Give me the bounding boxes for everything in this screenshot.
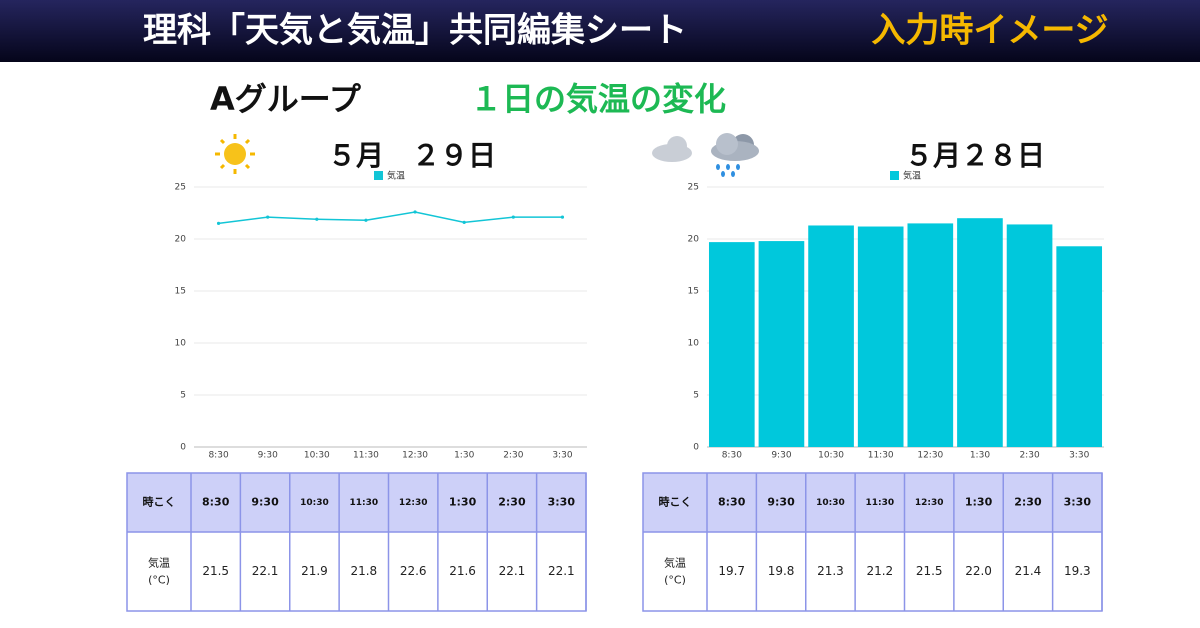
bar <box>808 225 854 447</box>
y-tick-label: 5 <box>693 391 699 401</box>
table-temp: 21.6 <box>449 564 476 578</box>
x-tick-label: 12:30 <box>402 451 428 461</box>
y-tick-label: 15 <box>175 287 186 297</box>
bar <box>957 218 1003 447</box>
bar <box>758 241 805 447</box>
y-tick-label: 25 <box>175 183 186 193</box>
point <box>315 217 319 221</box>
table-temp: 21.5 <box>916 564 943 578</box>
y-tick-label: 20 <box>175 235 187 245</box>
x-tick-label: 11:30 <box>868 451 894 461</box>
table-time: 12:30 <box>915 498 944 508</box>
point <box>216 221 221 225</box>
table-time: 8:30 <box>202 496 230 509</box>
table-header-label: 時こく <box>659 495 692 509</box>
table-temp: 22.6 <box>400 564 427 578</box>
header-badge: 入力時イメージ <box>871 11 1108 51</box>
point <box>364 218 368 222</box>
table-time: 10:30 <box>816 498 845 508</box>
table-temp: 22.1 <box>548 564 575 578</box>
x-tick-label: 3:30 <box>552 451 572 461</box>
point <box>266 215 270 219</box>
y-tick-label: 0 <box>693 443 699 453</box>
table-row-label: 気温 <box>148 556 170 570</box>
table-time: 8:30 <box>718 496 746 509</box>
table-temp: 21.4 <box>1015 564 1042 578</box>
x-tick-label: 9:30 <box>258 451 278 461</box>
x-tick-label: 8:30 <box>722 451 742 461</box>
x-tick-label: 8:30 <box>208 451 228 461</box>
table-temp: 19.3 <box>1064 564 1091 578</box>
point <box>413 210 417 214</box>
table-time: 1:30 <box>965 496 993 509</box>
table-temp: 22.1 <box>252 564 279 578</box>
table-temp: 21.3 <box>817 564 844 578</box>
table-time: 12:30 <box>399 498 428 508</box>
legend-label: 気温 <box>903 170 921 182</box>
bar <box>708 242 755 447</box>
x-tick-label: 1:30 <box>454 451 474 461</box>
x-tick-label: 9:30 <box>771 451 791 461</box>
point <box>511 215 515 219</box>
cloud-icon <box>652 133 759 177</box>
header-title: 理科「天気と気温」共同編集シート <box>143 11 687 51</box>
x-tick-label: 10:30 <box>304 451 330 461</box>
heading: １日の気温の変化 <box>470 80 726 118</box>
x-tick-label: 12:30 <box>917 451 943 461</box>
chart-title: ５月 ２９日 <box>328 139 496 172</box>
table-temp: 21.9 <box>301 564 328 578</box>
table-time: 11:30 <box>349 498 378 508</box>
y-tick-label: 25 <box>688 183 699 193</box>
bar <box>907 223 954 447</box>
table-temp: 21.5 <box>202 564 229 578</box>
x-tick-label: 2:30 <box>503 451 523 461</box>
table-temp: 22.0 <box>965 564 992 578</box>
x-tick-label: 10:30 <box>818 451 844 461</box>
x-tick-label: 11:30 <box>353 451 379 461</box>
legend-swatch <box>374 171 383 180</box>
y-tick-label: 5 <box>180 391 186 401</box>
line <box>218 211 563 225</box>
sun-icon <box>215 134 255 174</box>
bar <box>857 226 904 447</box>
table-time: 2:30 <box>1014 496 1042 509</box>
table-time: 2:30 <box>498 496 526 509</box>
y-tick-label: 10 <box>688 339 700 349</box>
table-row-label: (°C) <box>148 574 170 587</box>
table-temp: 19.8 <box>768 564 795 578</box>
bar <box>1006 224 1053 447</box>
y-tick-label: 0 <box>180 443 186 453</box>
table-time: 9:30 <box>251 496 279 509</box>
point <box>560 215 565 219</box>
y-tick-label: 10 <box>175 339 187 349</box>
header-bar <box>0 0 1200 62</box>
y-tick-label: 15 <box>688 287 699 297</box>
table-temp: 22.1 <box>499 564 526 578</box>
table-row-label: (°C) <box>664 574 686 587</box>
legend-label: 気温 <box>387 170 405 182</box>
table-time: 9:30 <box>767 496 795 509</box>
bar <box>1056 246 1103 447</box>
point <box>462 220 466 224</box>
table-temp: 19.7 <box>718 564 745 578</box>
table-time: 11:30 <box>865 498 894 508</box>
table-time: 10:30 <box>300 498 329 508</box>
table-temp: 21.2 <box>866 564 893 578</box>
table-time: 3:30 <box>548 496 576 509</box>
table-time: 1:30 <box>449 496 477 509</box>
table-header-row <box>127 473 586 532</box>
legend-swatch <box>890 171 899 180</box>
group-name: Aグループ <box>210 80 362 118</box>
x-tick-label: 1:30 <box>970 451 990 461</box>
x-tick-label: 3:30 <box>1069 451 1089 461</box>
table-header-row <box>643 473 1102 532</box>
table-temp: 21.8 <box>350 564 377 578</box>
table-row-label: 気温 <box>664 556 686 570</box>
x-tick-label: 2:30 <box>1019 451 1039 461</box>
table-header-label: 時こく <box>143 495 176 509</box>
table-time: 3:30 <box>1064 496 1092 509</box>
y-tick-label: 20 <box>688 235 700 245</box>
chart-title: ５月２８日 <box>905 139 1045 172</box>
